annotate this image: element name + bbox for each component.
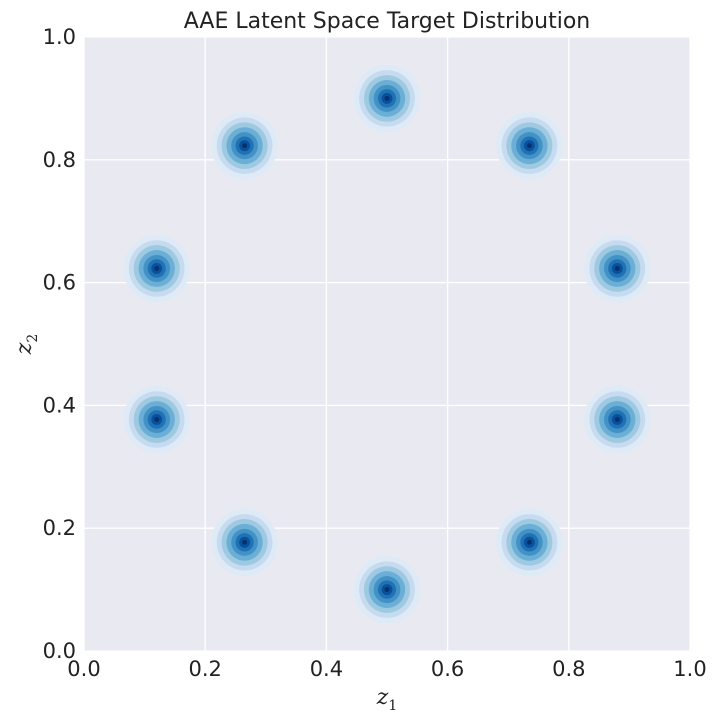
x-tick-label: 1.0 [673, 657, 706, 681]
x-axis-label-base: z [376, 685, 389, 710]
tick-labels: 0.0 0.2 0.4 0.6 0.8 1.0 0.0 0.2 0.4 0.6 0.8 1.0 [43, 25, 707, 681]
contour-level-8 [526, 143, 532, 149]
gaussian-blob [496, 508, 563, 577]
y-axis-label-base: z [12, 342, 37, 355]
x-tick-label: 0.6 [431, 657, 464, 681]
gaussian-blob [211, 111, 278, 180]
y-axis-label-subscript: 2 [25, 334, 41, 343]
y-tick-label: 0.0 [43, 639, 76, 663]
y-tick-label: 1.0 [43, 25, 76, 49]
y-axis-label: z2 [12, 334, 41, 356]
contour-level-8 [242, 143, 248, 149]
gaussian-blob [353, 64, 421, 133]
contour-level-8 [384, 587, 390, 593]
gaussian-blob [123, 385, 191, 454]
contour-level-8 [154, 266, 160, 271]
gaussian-blob [583, 385, 651, 454]
gaussian-blob [211, 508, 278, 577]
contour-level-8 [614, 417, 620, 422]
x-tick-label: 0.0 [67, 657, 100, 681]
y-tick-label: 0.2 [43, 516, 76, 540]
x-tick-label: 0.2 [188, 657, 221, 681]
y-tick-label: 0.8 [43, 148, 76, 172]
x-axis-label-subscript: 1 [388, 698, 397, 714]
gaussian-blob [123, 234, 191, 303]
contour-level-8 [526, 539, 532, 545]
gaussian-blob [583, 234, 651, 303]
contour-layer [123, 64, 651, 624]
gaussian-blob [353, 555, 421, 624]
chart-title: AAE Latent Space Target Distribution [184, 9, 591, 34]
gaussian-blob [496, 111, 563, 180]
contour-level-8 [614, 266, 620, 271]
contour-level-8 [242, 539, 248, 545]
x-tick-label: 0.8 [552, 657, 585, 681]
contour-level-8 [154, 417, 160, 422]
y-tick-label: 0.6 [43, 271, 76, 295]
x-axis-label: z1 [376, 685, 398, 714]
contour-level-8 [384, 95, 390, 101]
y-tick-label: 0.4 [43, 393, 76, 417]
plot-area [84, 37, 690, 651]
x-tick-label: 0.4 [310, 657, 343, 681]
